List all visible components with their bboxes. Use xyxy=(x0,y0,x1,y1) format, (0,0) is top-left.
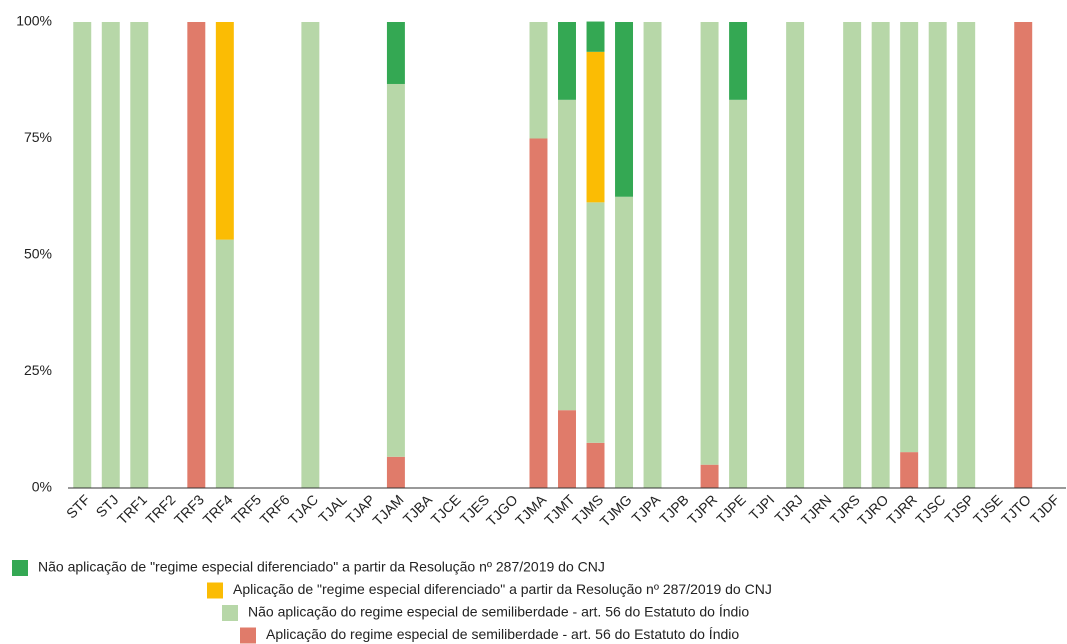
y-tick-label: 75% xyxy=(24,129,52,145)
bar-segment xyxy=(786,22,805,488)
legend-label: Aplicação do regime especial de semilibe… xyxy=(266,626,739,642)
x-tick-label: TJBA xyxy=(400,491,436,527)
x-tick-label: TJPR xyxy=(684,491,720,527)
bar-segment xyxy=(529,138,548,488)
bar-segment xyxy=(386,22,405,84)
bar-segment xyxy=(73,22,92,488)
bar-segment xyxy=(615,196,634,488)
x-tick-label: TRF2 xyxy=(142,491,178,527)
x-tick-label: TJGO xyxy=(483,491,521,529)
x-tick-label: TJCE xyxy=(428,491,464,527)
bar-segment xyxy=(558,22,576,100)
legend-label: Aplicação de "regime especial diferencia… xyxy=(233,581,772,597)
x-tick-label: TRF6 xyxy=(257,491,293,527)
x-tick-label: TJMA xyxy=(512,491,550,529)
bar-segment xyxy=(586,442,605,488)
x-tick-label: TJRN xyxy=(798,491,835,528)
bar-segment xyxy=(215,22,234,240)
legend-swatch xyxy=(12,560,28,576)
x-tick-label: TJRR xyxy=(883,491,920,528)
legend-swatch xyxy=(240,627,256,644)
bar-segment xyxy=(843,22,862,488)
bar-segment xyxy=(301,22,320,488)
bar-segment xyxy=(386,456,405,488)
bar-segment xyxy=(130,22,149,488)
x-tick-label: TJSP xyxy=(941,491,977,527)
x-tick-label: TRF1 xyxy=(114,491,150,527)
x-tick-label: TRF3 xyxy=(171,491,207,527)
x-tick-label: TJPB xyxy=(656,491,692,527)
x-tick-label: TJAC xyxy=(285,491,321,527)
bar-segment xyxy=(643,22,662,488)
legend-swatch xyxy=(207,582,223,599)
x-tick-label: TJPE xyxy=(713,491,749,527)
y-tick-label: 100% xyxy=(16,13,52,29)
bar-segment xyxy=(215,239,234,488)
bar-segment xyxy=(586,51,605,203)
x-tick-label: TJRS xyxy=(827,491,863,527)
bar-segment xyxy=(101,22,120,488)
x-tick-label: TJSE xyxy=(970,491,1006,527)
bar-segment xyxy=(700,464,719,488)
bar-segment xyxy=(1014,22,1033,488)
bar-segment xyxy=(957,22,976,488)
x-tick-label: TJDF xyxy=(1027,491,1063,527)
bar-segment xyxy=(900,22,919,453)
bar-segment xyxy=(558,99,576,411)
legend-swatch xyxy=(222,605,238,621)
bar-segment xyxy=(928,22,947,488)
bar-segment xyxy=(900,452,919,488)
x-tick-label: TJPI xyxy=(746,491,778,523)
bar-segment xyxy=(871,22,890,488)
bar-segment xyxy=(729,99,748,489)
bar-segment xyxy=(615,22,634,197)
x-tick-label: TJMG xyxy=(597,491,635,529)
bar-segment xyxy=(586,21,605,52)
bar-segment xyxy=(529,22,548,139)
y-tick-label: 25% xyxy=(24,362,52,378)
x-tick-label: TJTO xyxy=(998,491,1034,527)
bar-segment xyxy=(586,202,605,443)
bar-segment xyxy=(558,410,576,488)
x-tick-label: TRF4 xyxy=(200,491,236,527)
x-tick-label: TJAL xyxy=(315,491,350,526)
bar-segment xyxy=(700,22,719,465)
x-tick-label: TJMT xyxy=(541,491,578,528)
x-tick-label: TJAM xyxy=(369,491,406,528)
legend: Não aplicação de "regime especial difere… xyxy=(12,559,772,644)
bar-segment xyxy=(386,83,405,457)
y-tick-label: 0% xyxy=(32,479,52,495)
x-tick-label: TJSC xyxy=(912,491,948,527)
x-tick-label: TRF5 xyxy=(228,491,264,527)
bar-segment xyxy=(729,22,748,100)
legend-label: Não aplicação do regime especial de semi… xyxy=(248,604,749,620)
x-tick-label: STF xyxy=(63,491,93,521)
legend-label: Não aplicação de "regime especial difere… xyxy=(38,559,605,575)
x-tick-label: TJRO xyxy=(854,491,891,528)
bar-segment xyxy=(187,22,206,488)
y-tick-label: 50% xyxy=(24,246,52,262)
x-tick-label: TJPA xyxy=(628,491,663,526)
